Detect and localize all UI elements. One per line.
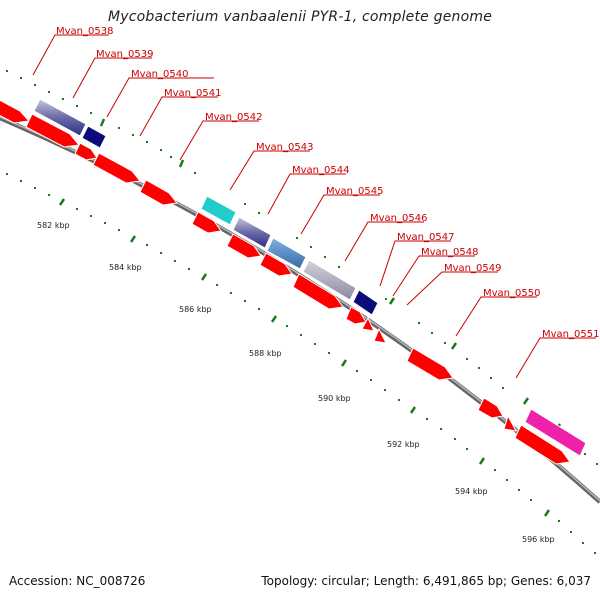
inner-tick-line xyxy=(6,173,596,554)
gene-arrow[interactable] xyxy=(226,233,262,259)
gene-arrow[interactable] xyxy=(25,113,80,148)
kbp-label: 586 kbp xyxy=(179,305,212,314)
gene-label[interactable]: Mvan_0538 xyxy=(56,26,113,37)
gene-arrow[interactable] xyxy=(92,152,141,184)
topology-label: Topology: circular; Length: 6,491,865 bp… xyxy=(261,574,591,588)
kbp-label: 582 kbp xyxy=(37,221,70,230)
gene-callout-line xyxy=(179,120,259,161)
gene-callout-line xyxy=(72,57,152,99)
kbp-label: 584 kbp xyxy=(109,263,142,272)
gene-labels: Mvan_0538 Mvan_0539 Mvan_0540 Mvan_0541 … xyxy=(56,26,599,340)
cog-feature-navy[interactable] xyxy=(352,289,379,316)
gene-callout-line xyxy=(32,34,109,76)
cog-feature-gray[interactable] xyxy=(302,259,357,301)
cog-feature-gray-blue[interactable] xyxy=(232,216,272,249)
gene-arrow[interactable] xyxy=(191,211,222,234)
gene-label[interactable]: Mvan_0539 xyxy=(96,49,153,60)
gene-arrow[interactable] xyxy=(0,95,31,124)
gene-arrow[interactable] xyxy=(345,306,367,325)
kbp-label: 594 kbp xyxy=(455,487,488,496)
gene-callout-line xyxy=(139,96,218,137)
inner-major-ticks xyxy=(58,198,551,517)
kbp-label: 596 kbp xyxy=(522,535,555,544)
kbp-labels: 582 kbp 584 kbp 586 kbp 588 kbp 590 kbp … xyxy=(37,221,555,544)
gene-callout-line xyxy=(455,296,537,337)
gene-arrow[interactable] xyxy=(292,273,344,310)
gene-label[interactable]: Mvan_0548 xyxy=(421,247,478,258)
kbp-label: 592 kbp xyxy=(387,440,420,449)
gene-arrow[interactable] xyxy=(361,316,375,332)
gene-label[interactable]: Mvan_0551 xyxy=(542,329,599,340)
gene-label[interactable]: Mvan_0543 xyxy=(256,142,313,153)
kbp-label: 588 kbp xyxy=(249,349,282,358)
gene-callout-line xyxy=(406,271,498,306)
cog-feature-steelblue[interactable] xyxy=(266,237,307,270)
gene-label[interactable]: Mvan_0547 xyxy=(397,232,454,243)
gene-arrow[interactable] xyxy=(514,424,571,465)
gene-callout-line xyxy=(392,255,475,297)
gene-callout-line xyxy=(229,150,310,191)
gene-callout-line xyxy=(300,194,380,235)
map-title: Mycobacterium vanbaalenii PYR-1, complet… xyxy=(107,9,493,25)
gene-arrow[interactable] xyxy=(503,414,517,432)
accession-label: Accession: NC_008726 xyxy=(9,574,146,588)
gene-label[interactable]: Mvan_0540 xyxy=(131,69,188,80)
gene-label[interactable]: Mvan_0549 xyxy=(444,263,501,274)
gene-label[interactable]: Mvan_0545 xyxy=(326,186,383,197)
gene-arrow[interactable] xyxy=(74,142,98,161)
gene-label[interactable]: Mvan_0542 xyxy=(205,112,262,123)
gene-arrow[interactable] xyxy=(406,347,454,381)
cog-feature-magenta[interactable] xyxy=(524,408,587,457)
gene-arrow[interactable] xyxy=(373,327,387,344)
kbp-label: 590 kbp xyxy=(318,394,351,403)
gene-label[interactable]: Mvan_0550 xyxy=(483,288,540,299)
gene-callout-line xyxy=(515,337,596,379)
gene-callout-line xyxy=(106,77,214,118)
forward-genes xyxy=(0,95,571,465)
gene-label[interactable]: Mvan_0541 xyxy=(164,88,221,99)
gene-callout-line xyxy=(379,240,451,287)
gene-callout-line xyxy=(344,221,424,262)
cog-feature-navy[interactable] xyxy=(81,125,107,149)
cog-features xyxy=(33,98,587,457)
cog-feature-gray-blue[interactable] xyxy=(33,98,87,137)
gene-callout-line xyxy=(267,173,346,215)
gene-label[interactable]: Mvan_0544 xyxy=(292,165,349,176)
gene-label[interactable]: Mvan_0546 xyxy=(370,213,427,224)
gene-arrow[interactable] xyxy=(139,179,178,206)
gene-arrow[interactable] xyxy=(259,252,293,277)
gene-arrow[interactable] xyxy=(477,397,504,419)
gene-callouts xyxy=(32,34,596,379)
cog-feature-cyan[interactable] xyxy=(200,195,237,226)
